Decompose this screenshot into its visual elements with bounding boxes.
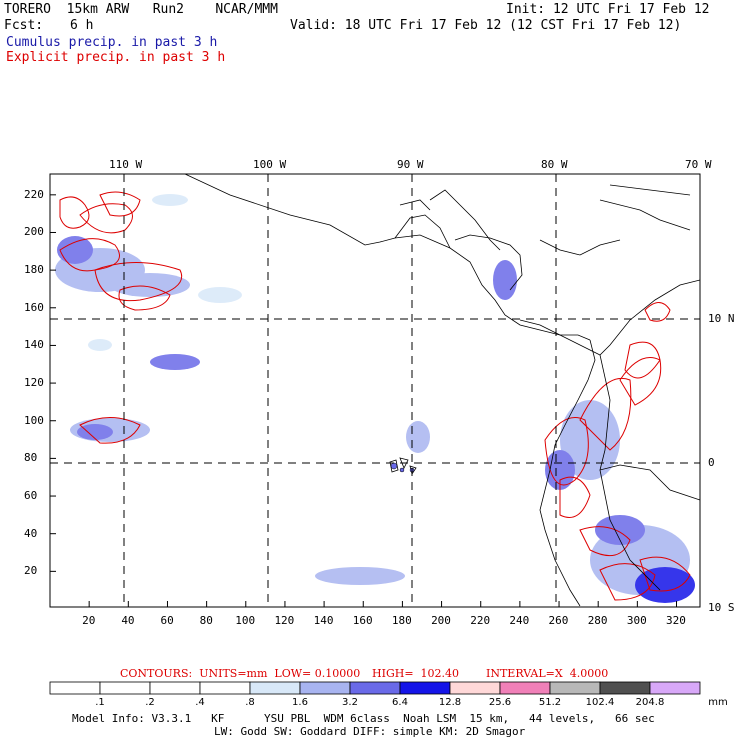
valid-time: Valid: 18 UTC Fri 17 Feb 12 (12 CST Fri … bbox=[290, 18, 682, 33]
colorbar-label: 6.4 bbox=[392, 697, 408, 708]
map-frame bbox=[49, 173, 701, 608]
y-tick-label: 20 bbox=[24, 564, 38, 578]
colorbar-label: 3.2 bbox=[342, 697, 358, 708]
model-info: Model Info: V3.3.1 KF YSU PBL WDM 6class… bbox=[72, 712, 655, 725]
lat-label-0: 0 bbox=[708, 456, 715, 469]
colorbar-label: 1.6 bbox=[292, 697, 308, 708]
colorbar-label: 204.8 bbox=[635, 697, 665, 708]
x-tick-label: 200 bbox=[431, 614, 451, 627]
lon-label-70w: 70 W bbox=[685, 158, 712, 171]
x-tick-label: 320 bbox=[666, 614, 686, 627]
y-tick-label: 200 bbox=[24, 225, 44, 239]
y-tick-label: 80 bbox=[24, 451, 38, 465]
x-tick-label: 40 bbox=[121, 614, 135, 627]
model-physics: LW: Godd SW: Goddard DIFF: simple KM: 2D… bbox=[214, 725, 526, 738]
lat-label-10n: 10 N bbox=[708, 312, 735, 325]
model-title: TORERO 15km ARW Run2 NCAR/MMM bbox=[4, 2, 278, 17]
y-tick-label: 180 bbox=[24, 263, 44, 277]
cumulus-precip-shading bbox=[55, 194, 695, 603]
colorbar-label: 25.6 bbox=[488, 697, 512, 708]
contours-interval: INTERVAL=X 4.0000 bbox=[486, 667, 609, 680]
cumulus-legend: Cumulus precip. in past 3 h bbox=[6, 35, 218, 50]
init-time: Init: 12 UTC Fri 17 Feb 12 bbox=[506, 2, 710, 17]
y-tick-label: 60 bbox=[24, 489, 38, 503]
coastlines bbox=[184, 173, 701, 607]
contours-info: CONTOURS: UNITS=mm LOW= 0.10000 bbox=[120, 667, 361, 680]
colorbar-label: .8 bbox=[245, 697, 255, 708]
y-tick-label: 40 bbox=[24, 526, 38, 540]
x-tick-label: 60 bbox=[160, 614, 174, 627]
x-tick-label: 280 bbox=[587, 614, 608, 627]
colorbar-label: .1 bbox=[95, 697, 105, 708]
y-tick-label: 120 bbox=[24, 376, 44, 390]
forecast-hour: 6 h bbox=[70, 18, 94, 33]
x-tick-label: 100 bbox=[235, 614, 256, 627]
y-tick-label: 140 bbox=[24, 338, 44, 352]
y-tick-label: 100 bbox=[24, 413, 44, 427]
axis-ticks bbox=[50, 194, 678, 607]
x-tick-label: 260 bbox=[548, 614, 569, 627]
colorbar-label: 102.4 bbox=[585, 697, 615, 708]
x-tick-label: 300 bbox=[626, 614, 647, 627]
forecast-label: Fcst: bbox=[4, 18, 44, 33]
latlon-grid bbox=[50, 174, 700, 607]
lon-label-80w: 80 W bbox=[541, 158, 568, 171]
x-tick-label: 140 bbox=[313, 614, 334, 627]
colorbar-label: .2 bbox=[145, 697, 155, 708]
colorbar-label: 12.8 bbox=[438, 697, 462, 708]
x-tick-label: 180 bbox=[391, 614, 412, 627]
x-tick-label: 20 bbox=[82, 614, 96, 627]
colorbar-unit: mm bbox=[708, 697, 728, 708]
x-tick-label: 160 bbox=[352, 614, 373, 627]
explicit-legend: Explicit precip. in past 3 h bbox=[6, 50, 226, 65]
y-tick-label: 220 bbox=[24, 187, 44, 201]
x-tick-label: 120 bbox=[274, 614, 295, 627]
lat-label-10s: 10 S bbox=[708, 601, 735, 614]
x-tick-label: 80 bbox=[199, 614, 213, 627]
x-tick-label: 220 bbox=[470, 614, 491, 627]
lon-label-110w: 110 W bbox=[109, 158, 143, 171]
galapagos-islands bbox=[390, 462, 415, 473]
lon-label-90w: 90 W bbox=[397, 158, 424, 171]
contours-high: HIGH= 102.40 bbox=[372, 667, 460, 680]
explicit-precip-contours bbox=[59, 191, 691, 601]
colorbar-label: 51.2 bbox=[538, 697, 562, 708]
y-tick-label: 160 bbox=[24, 300, 44, 314]
x-tick-label: 240 bbox=[509, 614, 530, 627]
colorbar-label: .4 bbox=[195, 697, 205, 708]
lon-label-100w: 100 W bbox=[253, 158, 287, 171]
